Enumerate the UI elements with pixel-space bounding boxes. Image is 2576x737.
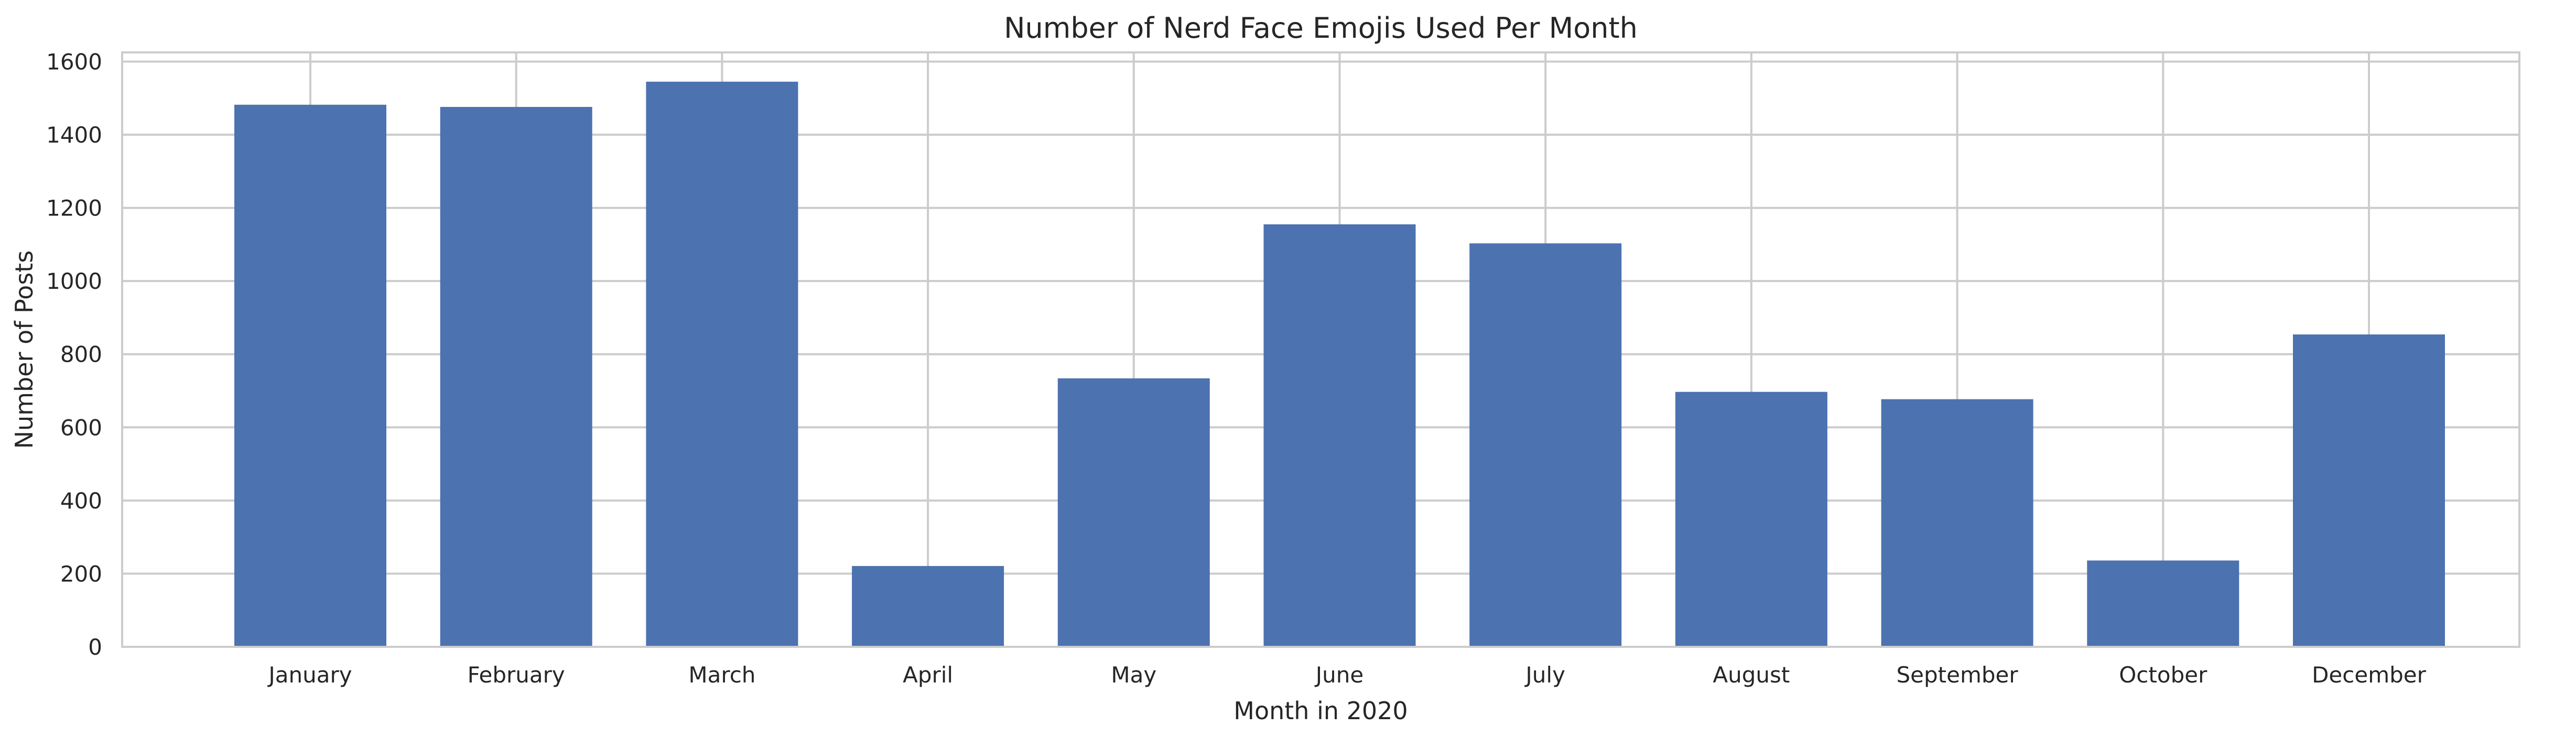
x-tick-label: July [1524, 662, 1565, 688]
y-tick-label: 1200 [46, 196, 102, 221]
y-tick-labels: 0 200 400 600 800 1000 1200 1400 1600 [46, 49, 102, 660]
bar-october [2087, 560, 2239, 647]
x-tick-label: December [2312, 662, 2427, 688]
bar-february [440, 106, 592, 647]
y-tick-label: 800 [60, 342, 102, 367]
y-tick-label: 1600 [46, 49, 102, 74]
x-tick-label: May [1111, 662, 1156, 688]
bar-march [646, 81, 798, 647]
bar-april [852, 566, 1004, 647]
y-tick-label: 600 [60, 415, 102, 440]
bar-january [234, 104, 386, 647]
x-tick-label: February [468, 662, 565, 688]
y-tick-label: 400 [60, 488, 102, 514]
bar-july [1469, 243, 1622, 647]
x-axis-label: Month in 2020 [1233, 697, 1408, 725]
bar-august [1675, 392, 1827, 647]
bar-may [1057, 378, 1210, 647]
x-tick-label: September [1897, 662, 2019, 688]
y-tick-label: 1000 [46, 268, 102, 294]
y-tick-label: 0 [88, 634, 102, 660]
x-tick-label: October [2119, 662, 2207, 688]
x-tick-label: March [688, 662, 755, 688]
bar-june [1263, 224, 1416, 647]
y-tick-label: 1400 [46, 122, 102, 148]
y-axis-label: Number of Posts [10, 251, 38, 449]
x-tick-labels: January February March April May June July Augu… [267, 662, 2426, 688]
bar-december [2293, 334, 2445, 647]
plot-frame [121, 51, 2520, 648]
x-tick-label: April [903, 662, 953, 688]
bars [234, 81, 2445, 647]
x-tick-label: August [1713, 662, 1790, 688]
bar-september [1881, 399, 2033, 647]
x-tick-label: January [267, 662, 352, 688]
y-tick-label: 200 [60, 561, 102, 587]
chart-title: Number of Nerd Face Emojis Used Per Mont… [1004, 12, 1638, 45]
x-tick-label: June [1314, 662, 1363, 688]
